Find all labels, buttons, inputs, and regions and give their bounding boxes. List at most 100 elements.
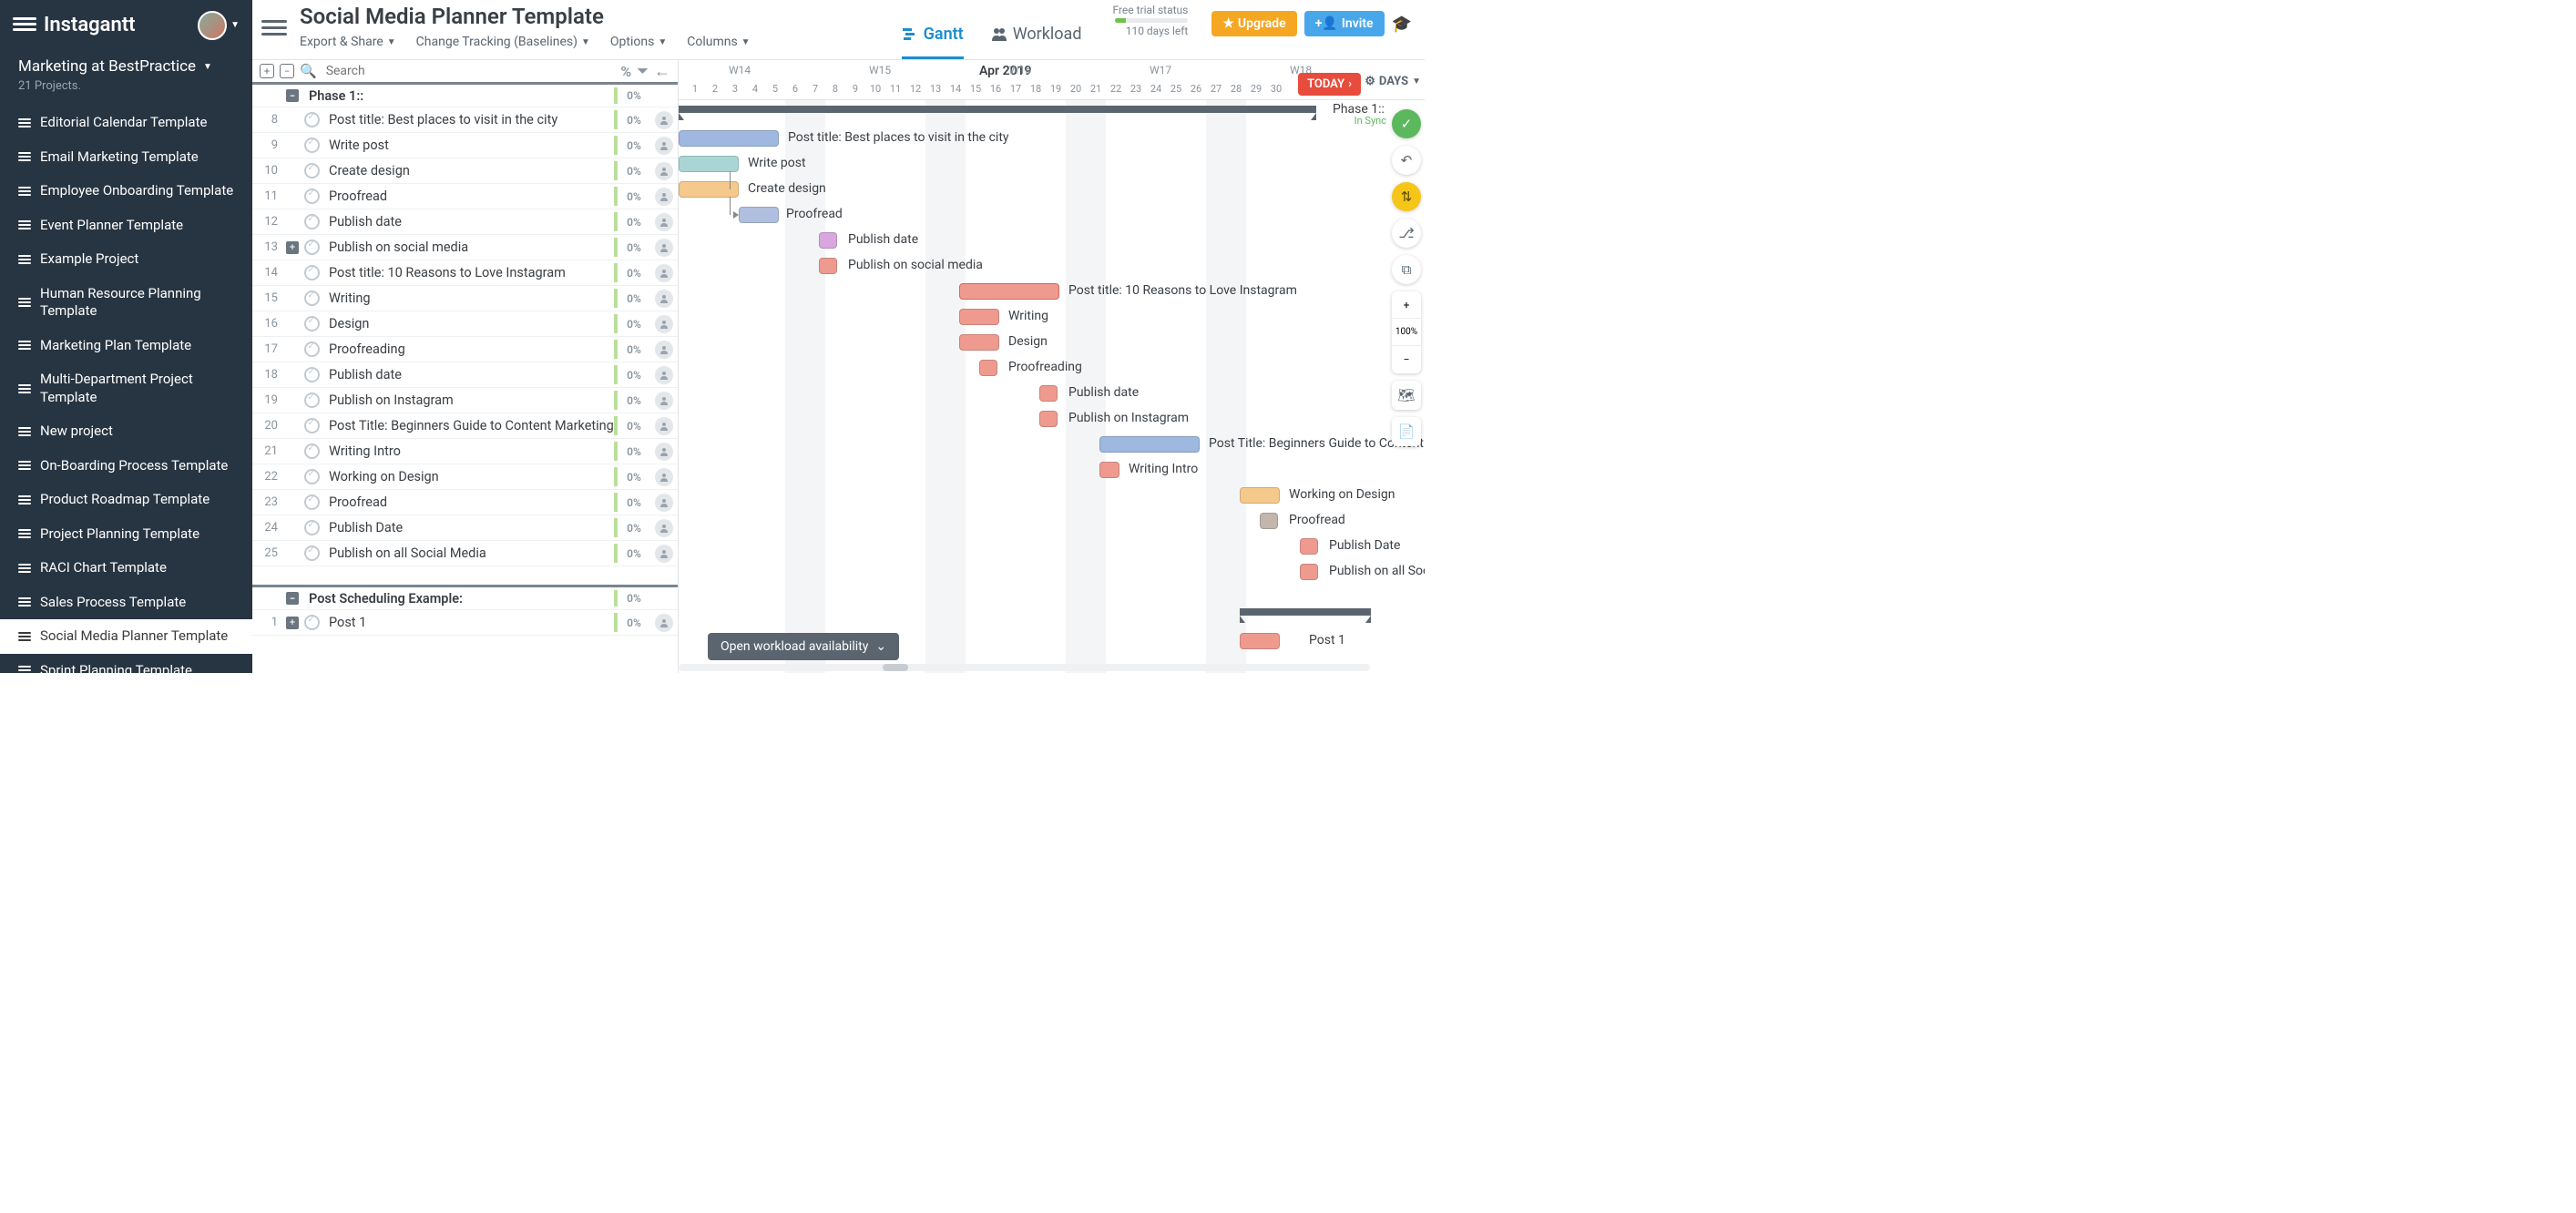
sidebar-item-project[interactable]: Email Marketing Template xyxy=(0,140,252,175)
complete-toggle[interactable] xyxy=(304,138,320,153)
gantt-body[interactable]: Phase 1::Post title: Best places to visi… xyxy=(679,100,1425,673)
gantt-bar[interactable] xyxy=(959,283,1059,300)
gantt-bar[interactable] xyxy=(1039,411,1058,427)
sidebar-item-project[interactable]: Sprint Planning Template xyxy=(0,654,252,674)
gantt-bar[interactable] xyxy=(979,360,997,376)
task-row[interactable]: 15Writing0% xyxy=(252,286,678,311)
sidebar-item-project[interactable]: RACI Chart Template xyxy=(0,551,252,586)
horizontal-scrollbar[interactable] xyxy=(679,664,1370,671)
assignee-icon[interactable] xyxy=(655,315,673,333)
task-row[interactable]: 10Create design0% xyxy=(252,158,678,184)
branch-button[interactable]: ⎇ xyxy=(1392,219,1421,248)
assignee-icon[interactable] xyxy=(655,468,673,486)
gantt-bar[interactable] xyxy=(1300,564,1318,580)
assignee-icon[interactable] xyxy=(655,111,673,129)
assignee-icon[interactable] xyxy=(655,494,673,512)
assignee-icon[interactable] xyxy=(655,341,673,359)
complete-toggle[interactable] xyxy=(304,443,320,459)
gantt-bar[interactable] xyxy=(819,258,837,274)
complete-toggle[interactable] xyxy=(304,418,320,433)
assignee-icon[interactable] xyxy=(655,443,673,461)
complete-toggle[interactable] xyxy=(304,291,320,306)
sidebar-item-project[interactable]: Employee Onboarding Template xyxy=(0,174,252,209)
complete-toggle[interactable] xyxy=(304,615,320,630)
percent-filter[interactable]: % xyxy=(620,63,631,80)
gantt-bar[interactable] xyxy=(1039,385,1058,402)
complete-toggle[interactable] xyxy=(304,265,320,280)
task-row[interactable]: 9Write post0% xyxy=(252,133,678,158)
assignee-icon[interactable] xyxy=(655,519,673,537)
assignee-icon[interactable] xyxy=(655,614,673,632)
section-header-row[interactable]: −Phase 1::0% xyxy=(252,82,678,107)
phase-bar[interactable] xyxy=(679,106,1316,113)
task-row[interactable]: 14Post title: 10 Reasons to Love Instagr… xyxy=(252,260,678,286)
menu-item[interactable]: Change Tracking (Baselines) ▼ xyxy=(416,35,590,49)
logo[interactable]: Instagantt xyxy=(13,14,136,36)
assignee-icon[interactable] xyxy=(655,545,673,563)
tab-workload[interactable]: Workload xyxy=(991,25,1082,59)
sort-button[interactable]: ⇅ xyxy=(1392,182,1421,211)
complete-toggle[interactable] xyxy=(304,341,320,357)
sidebar-item-project[interactable]: New project xyxy=(0,414,252,449)
complete-toggle[interactable] xyxy=(304,392,320,408)
complete-toggle[interactable] xyxy=(304,367,320,382)
task-row[interactable]: 20Post Title: Beginners Guide to Content… xyxy=(252,413,678,439)
sync-ok-button[interactable]: ✓ xyxy=(1392,109,1421,138)
gantt-bar[interactable] xyxy=(1300,538,1318,555)
complete-toggle[interactable] xyxy=(304,112,320,127)
map-button[interactable]: 🗺 xyxy=(1392,381,1421,410)
search-icon[interactable]: 🔍 xyxy=(300,63,317,79)
task-row[interactable]: 19Publish on Instagram0% xyxy=(252,388,678,413)
sidebar-item-project[interactable]: Project Planning Template xyxy=(0,517,252,552)
sidebar-item-project[interactable]: On-Boarding Process Template xyxy=(0,449,252,484)
task-row[interactable]: 25Publish on all Social Media0% xyxy=(252,541,678,566)
task-row[interactable]: 18Publish date0% xyxy=(252,362,678,388)
sidebar-item-project[interactable]: Event Planner Template xyxy=(0,209,252,243)
phase-bar[interactable] xyxy=(1240,608,1371,616)
assignee-icon[interactable] xyxy=(655,417,673,435)
back-arrow-icon[interactable]: ← xyxy=(654,62,670,81)
complete-toggle[interactable] xyxy=(304,240,320,255)
gantt-bar[interactable] xyxy=(679,130,779,147)
task-row[interactable]: 23Proofread0% xyxy=(252,490,678,515)
undo-button[interactable]: ↶ xyxy=(1392,146,1421,175)
search-input[interactable] xyxy=(322,60,616,82)
assignee-icon[interactable] xyxy=(655,239,673,257)
sidebar-item-project[interactable]: Sales Process Template xyxy=(0,586,252,620)
complete-toggle[interactable] xyxy=(304,494,320,510)
hamburger-icon[interactable] xyxy=(261,15,287,40)
sidebar-item-project[interactable]: Example Project xyxy=(0,242,252,277)
complete-toggle[interactable] xyxy=(304,316,320,331)
sidebar-item-project[interactable]: Social Media Planner Template xyxy=(0,619,252,654)
graduation-icon[interactable]: 🎓 xyxy=(1392,15,1412,34)
assignee-icon[interactable] xyxy=(655,162,673,180)
task-row[interactable]: 13+Publish on social media0% xyxy=(252,235,678,260)
open-workload-button[interactable]: Open workload availability ⌄ xyxy=(708,633,899,660)
gantt-bar[interactable] xyxy=(959,309,999,325)
collapse-icon[interactable]: − xyxy=(286,592,299,605)
zoom-in-button[interactable]: + xyxy=(1392,291,1421,319)
notes-button[interactable]: 📄 xyxy=(1392,417,1421,446)
task-row[interactable]: 24Publish Date0% xyxy=(252,515,678,541)
collapse-icon[interactable]: − xyxy=(286,89,299,102)
zoom-out-button[interactable]: − xyxy=(1392,346,1421,373)
days-dropdown[interactable]: ⚙ DAYS ▼ xyxy=(1365,75,1421,88)
expand-icon[interactable]: + xyxy=(286,617,299,629)
task-row[interactable]: 21Writing Intro0% xyxy=(252,439,678,464)
user-menu[interactable]: ▼ xyxy=(198,11,240,40)
complete-toggle[interactable] xyxy=(304,520,320,535)
gantt-bar[interactable] xyxy=(1240,633,1280,649)
task-row[interactable]: 1+Post 10% xyxy=(252,610,678,636)
task-row[interactable]: 17Proofreading0% xyxy=(252,337,678,362)
upgrade-button[interactable]: ★ Upgrade xyxy=(1211,11,1296,36)
sidebar-item-project[interactable]: Human Resource Planning Template xyxy=(0,277,252,329)
tab-gantt[interactable]: Gantt xyxy=(902,25,964,59)
complete-toggle[interactable] xyxy=(304,469,320,484)
sidebar-item-project[interactable]: Marketing Plan Template xyxy=(0,329,252,363)
workspace-selector[interactable]: Marketing at BestPractice ▼ 21 Projects. xyxy=(0,50,252,106)
gantt-bar[interactable] xyxy=(1099,462,1119,478)
assignee-icon[interactable] xyxy=(655,392,673,410)
task-row[interactable]: 12Publish date0% xyxy=(252,209,678,235)
sidebar-item-project[interactable]: Editorial Calendar Template xyxy=(0,106,252,140)
task-row[interactable]: 11Proofread0% xyxy=(252,184,678,209)
